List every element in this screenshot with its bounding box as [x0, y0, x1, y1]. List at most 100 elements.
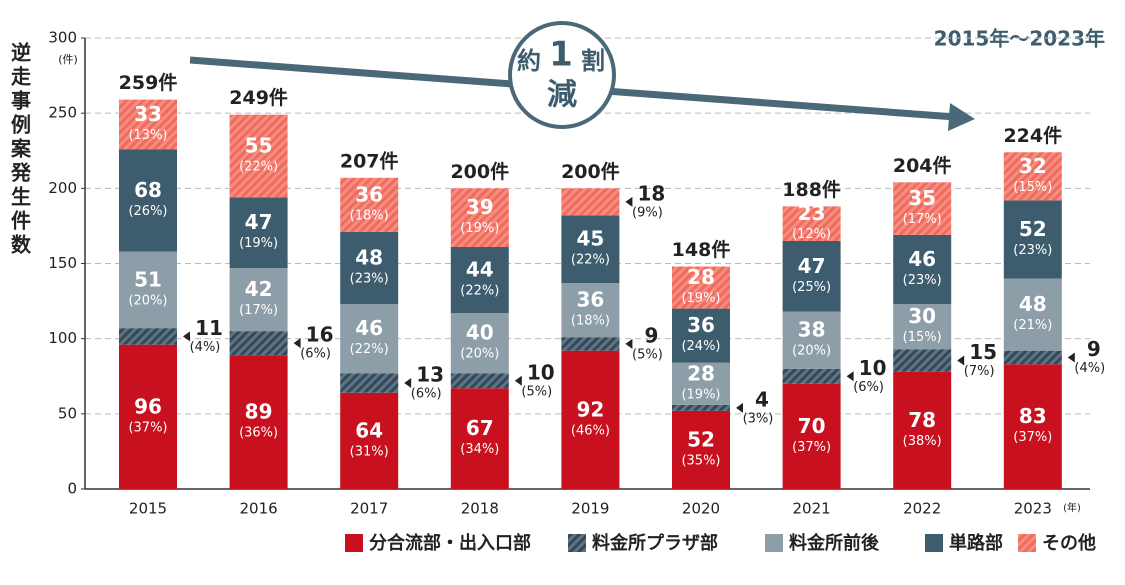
total-label: 148件 [672, 238, 731, 261]
value-label: 10 [859, 356, 887, 380]
bar-segment [782, 311, 841, 369]
bar-segment [119, 328, 177, 345]
bar-segment [1003, 364, 1062, 489]
trend-arrow: 約 1 割 減 [189, 21, 975, 131]
percent-label: (37%) [128, 420, 167, 435]
value-label: 83 [1019, 404, 1047, 428]
bar-segment [340, 304, 399, 374]
legend: 分合流部・出入口部 料金所プラザ部 料金所前後 単路部 その他 [345, 532, 1096, 554]
bar-segment [561, 350, 620, 489]
bar-segment [1003, 350, 1062, 365]
value-label: 89 [245, 400, 273, 424]
value-label: 67 [466, 416, 494, 440]
total-label: 249件 [229, 86, 288, 109]
bar-segment [672, 410, 730, 489]
value-label: 39 [466, 195, 494, 219]
value-label: 33 [134, 102, 162, 126]
percent-label: (31%) [350, 444, 389, 459]
bar-segment [450, 388, 509, 489]
percent-label: (20%) [460, 347, 499, 362]
value-label: 15 [969, 340, 997, 364]
total-label: 259件 [119, 71, 178, 94]
bar-segment [561, 283, 620, 338]
value-label: 36 [576, 288, 604, 312]
annotation-text: 約 [517, 47, 541, 75]
value-label: 96 [134, 394, 162, 418]
x-tick-label: 2021 [793, 500, 831, 518]
bar-segment [1003, 200, 1062, 279]
y-tick-label: 200 [48, 179, 77, 197]
value-label: 9 [1087, 337, 1101, 361]
value-label: 92 [576, 397, 604, 421]
percent-label: (46%) [571, 423, 610, 438]
bar-segment [1003, 278, 1062, 351]
value-label: 46 [355, 316, 383, 340]
value-label: 52 [687, 427, 715, 451]
y-axis-label-text: 逆走事例案発生件数 [8, 41, 32, 258]
value-label: 36 [687, 313, 715, 337]
y-tick-label: 50 [58, 404, 77, 422]
x-tick-label: 2017 [350, 500, 388, 518]
x-tick-label: 2018 [461, 500, 499, 518]
value-label: 70 [798, 414, 826, 438]
bar-segment [561, 215, 620, 284]
total-label: 204件 [893, 154, 952, 177]
percent-label: (22%) [460, 284, 499, 299]
percent-label: (6%) [300, 347, 331, 362]
percent-label: (18%) [571, 314, 610, 329]
value-label: 46 [908, 247, 936, 271]
value-label: 28 [687, 265, 715, 289]
value-label: 30 [908, 304, 936, 328]
bar-segment [561, 337, 620, 351]
value-label: 11 [195, 316, 223, 340]
value-label: 55 [245, 134, 273, 158]
value-label: 40 [466, 321, 494, 345]
percent-label: (5%) [632, 347, 663, 362]
percent-label: (15%) [903, 330, 942, 345]
percent-label: (22%) [350, 342, 389, 357]
bar-segment [229, 268, 288, 332]
legend-label: その他 [1042, 532, 1096, 554]
bar-segment [450, 188, 509, 247]
percent-label: (7%) [964, 364, 995, 379]
percent-label: (37%) [792, 440, 831, 455]
legend-swatch [765, 534, 783, 552]
x-tick-label: 2019 [571, 500, 609, 518]
annotation-text: 1 [549, 35, 573, 75]
value-label: 45 [576, 227, 604, 251]
percent-label: (20%) [792, 344, 831, 359]
percent-label: (18%) [350, 208, 389, 223]
value-label: 32 [1019, 154, 1047, 178]
legend-label: 分合流部・出入口部 [369, 532, 531, 554]
total-label: 200件 [561, 160, 620, 183]
value-label: 38 [798, 318, 826, 342]
pointer [736, 402, 743, 413]
percent-label: (9%) [632, 205, 663, 220]
bar-segment [893, 182, 952, 235]
total-label: 207件 [340, 149, 399, 172]
x-tick-label: 2016 [240, 500, 278, 518]
value-label: 10 [527, 360, 555, 384]
value-label: 44 [466, 258, 494, 282]
value-label: 47 [798, 254, 826, 278]
x-tick-label: 2020 [682, 500, 720, 518]
percent-label: (25%) [792, 280, 831, 295]
bar-segment [782, 240, 841, 312]
bar-segment [119, 99, 177, 150]
percent-label: (4%) [190, 340, 221, 355]
y-tick-label: 250 [48, 104, 77, 122]
pointer [625, 196, 633, 207]
pointer [183, 331, 190, 342]
y-axis-label: 逆走事例案発生件数 [8, 41, 32, 258]
y-tick-label: 300 [48, 29, 77, 47]
value-label: 36 [355, 182, 383, 206]
percent-label: (6%) [411, 387, 442, 402]
pointer [514, 375, 522, 386]
bar-segment [672, 362, 730, 405]
percent-label: (19%) [460, 221, 499, 236]
value-label: 35 [908, 186, 936, 210]
percent-label: (3%) [743, 411, 774, 426]
legend-swatch [568, 534, 586, 552]
value-label: 16 [306, 323, 334, 347]
